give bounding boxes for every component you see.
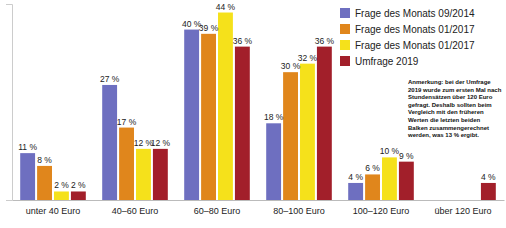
x-axis: unter 40 Euro 40–60 Euro 60–80 Euro 80–100 … bbox=[13, 200, 505, 216]
bar bbox=[102, 85, 117, 200]
bar bbox=[481, 183, 496, 200]
data-label: 9 % bbox=[399, 151, 414, 161]
data-label: 11 % bbox=[18, 142, 37, 152]
bar bbox=[153, 149, 168, 200]
y-axis-line bbox=[6, 5, 13, 201]
x-tick-label: 60–80 Euro bbox=[194, 206, 241, 216]
annotation: Anmerkung: bei der Umfrage 2019 wurde zum… bbox=[407, 79, 502, 138]
bar bbox=[71, 191, 86, 200]
x-tick-label: 100–120 Euro bbox=[353, 206, 410, 216]
bar bbox=[266, 123, 281, 200]
x-tick: über 120 Euro bbox=[434, 200, 491, 216]
bars bbox=[20, 13, 496, 200]
data-label: 4 % bbox=[481, 172, 496, 182]
data-label: 10 % bbox=[380, 146, 400, 156]
bar bbox=[54, 191, 69, 200]
bar bbox=[283, 72, 298, 200]
legend-swatch bbox=[340, 40, 350, 50]
data-label: 2 % bbox=[54, 180, 69, 190]
bar bbox=[300, 64, 315, 200]
bar bbox=[218, 13, 233, 200]
data-label: 18 % bbox=[264, 112, 284, 122]
legend-swatch bbox=[340, 56, 350, 66]
bar bbox=[201, 34, 216, 200]
legend-swatch bbox=[340, 24, 350, 34]
data-label: 2 % bbox=[71, 180, 86, 190]
data-label: 4 % bbox=[348, 172, 363, 182]
legend-label: Frage des Monats 09/2014 bbox=[355, 8, 475, 19]
data-label: 36 % bbox=[233, 36, 253, 46]
annotation-line: Anmerkung: bei der Umfrage bbox=[408, 79, 491, 85]
x-axis-line bbox=[13, 200, 505, 201]
legend-label: Frage des Monats 01/2017 bbox=[355, 24, 475, 35]
legend-item: Umfrage 2019 bbox=[340, 56, 419, 67]
bar bbox=[365, 174, 380, 200]
annotation-line: 2019 wurde zum ersten Mal nach bbox=[408, 87, 502, 93]
legend: Frage des Monats 09/2014 Frage des Monats… bbox=[340, 8, 475, 67]
annotation-line: Werten die letzten beiden bbox=[408, 117, 481, 123]
bar bbox=[399, 162, 414, 200]
y-axis bbox=[6, 5, 13, 201]
chart: 11 %27 %40 %18 %4 %8 %17 %39 %30 %6 %2 %… bbox=[0, 0, 506, 228]
legend-swatch bbox=[340, 8, 350, 18]
legend-item: Frage des Monats 01/2017 bbox=[340, 40, 475, 51]
x-tick: 40–60 Euro bbox=[112, 200, 159, 216]
data-label: 44 % bbox=[216, 2, 236, 12]
x-tick: 100–120 Euro bbox=[353, 200, 410, 216]
bar bbox=[348, 183, 363, 200]
x-tick: unter 40 Euro bbox=[26, 200, 81, 216]
data-label: 32 % bbox=[298, 53, 318, 63]
x-tick-label: 40–60 Euro bbox=[112, 206, 159, 216]
data-labels: 11 %27 %40 %18 %4 %8 %17 %39 %30 %6 %2 %… bbox=[18, 2, 496, 191]
annotation-line: Balken zusammengerechnet bbox=[408, 125, 489, 131]
bar bbox=[235, 47, 250, 200]
legend-label: Umfrage 2019 bbox=[355, 56, 419, 67]
annotation-line: Vergleich mit den früheren bbox=[408, 109, 484, 115]
x-tick: 80–100 Euro bbox=[273, 200, 325, 216]
bar bbox=[184, 30, 199, 200]
data-label: 12 % bbox=[151, 138, 171, 148]
legend-item: Frage des Monats 09/2014 bbox=[340, 8, 475, 19]
bar bbox=[20, 153, 35, 200]
x-tick: 60–80 Euro bbox=[194, 200, 241, 216]
bar bbox=[37, 166, 52, 200]
annotation-line: werden, was 13 % ergibt. bbox=[407, 132, 479, 138]
data-label: 6 % bbox=[365, 163, 380, 173]
annotation-line: gefragt. Deshalb sollten beim bbox=[408, 102, 492, 108]
data-label: 36 % bbox=[315, 36, 335, 46]
x-tick-label: unter 40 Euro bbox=[26, 206, 81, 216]
x-tick-label: 80–100 Euro bbox=[273, 206, 325, 216]
bar bbox=[317, 47, 332, 200]
data-label: 17 % bbox=[117, 117, 137, 127]
bar bbox=[119, 128, 134, 200]
annotation-line: Stundensätzen über 120 Euro bbox=[408, 94, 493, 100]
legend-label: Frage des Monats 01/2017 bbox=[355, 40, 475, 51]
x-tick-label: über 120 Euro bbox=[434, 206, 491, 216]
bar bbox=[382, 157, 397, 200]
legend-item: Frage des Monats 01/2017 bbox=[340, 24, 475, 35]
data-label: 27 % bbox=[100, 74, 120, 84]
data-label: 30 % bbox=[281, 61, 301, 71]
data-label: 39 % bbox=[199, 23, 219, 33]
bar bbox=[136, 149, 151, 200]
data-label: 8 % bbox=[37, 155, 52, 165]
